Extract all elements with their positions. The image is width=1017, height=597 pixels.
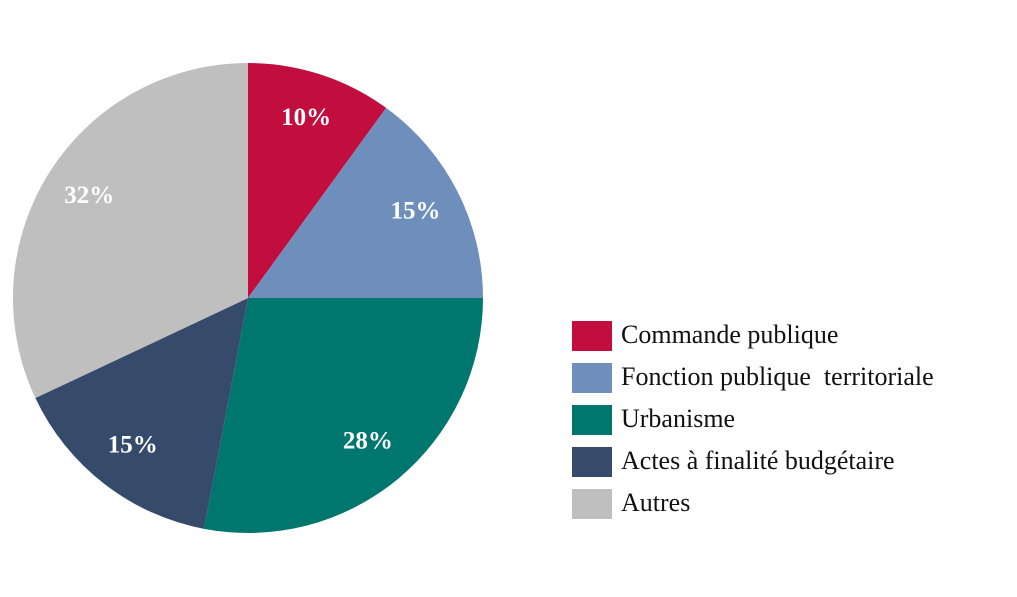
legend-label: Actes à finalité budgétaire [621, 446, 895, 475]
legend-swatch [572, 363, 612, 393]
legend-label: Urbanisme [621, 404, 735, 433]
pie-slice [248, 63, 387, 298]
legend-label: Fonction publique territoriale [621, 362, 934, 391]
value-label: 28% [343, 428, 393, 455]
legend-swatch [572, 405, 612, 435]
value-label: 32% [64, 182, 114, 209]
legend-label: Commande publique [621, 320, 838, 349]
legend-swatch [572, 321, 612, 351]
legend-label: Autres [621, 488, 690, 517]
value-label: 15% [391, 197, 441, 224]
value-label: 15% [108, 431, 158, 458]
pie-slice [13, 63, 248, 399]
legend-swatch [572, 489, 612, 519]
pie-slice [248, 107, 483, 298]
legend-swatch [572, 447, 612, 477]
pie-slice [35, 298, 248, 529]
value-label: 10% [281, 104, 331, 131]
pie-slice [203, 298, 483, 533]
